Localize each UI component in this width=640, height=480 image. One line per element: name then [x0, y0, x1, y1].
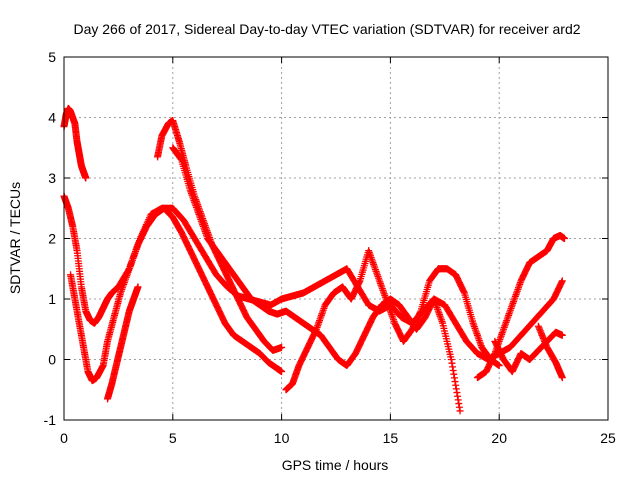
data-point-marker	[560, 235, 568, 242]
series-track-c	[67, 204, 286, 385]
data-point-marker	[134, 283, 142, 291]
y-tick-label: 1	[48, 291, 56, 307]
data-point-marker	[278, 368, 286, 376]
series-track-j	[534, 322, 566, 382]
x-tick-label: 5	[169, 430, 177, 446]
y-axis-label: SDTVAR / TECUs	[7, 182, 23, 294]
data-point-marker	[82, 174, 90, 182]
y-tick-label: -1	[44, 412, 57, 428]
y-tick-label: 3	[48, 170, 56, 186]
series-track-g	[282, 247, 503, 394]
x-axis-label: GPS time / hours	[282, 457, 389, 473]
series-track-a	[60, 104, 90, 182]
data-point-marker	[278, 343, 286, 351]
y-tick-label: 0	[48, 352, 56, 368]
data-series	[60, 104, 568, 415]
y-tick-label: 5	[48, 49, 56, 65]
series-track-f	[169, 144, 464, 415]
x-tick-label: 20	[491, 430, 507, 446]
data-point-marker	[456, 407, 464, 415]
data-point-marker	[558, 277, 566, 285]
y-tick-label: 4	[48, 110, 56, 126]
series-track-d	[104, 283, 142, 403]
x-tick-label: 0	[60, 430, 68, 446]
data-point-marker	[558, 331, 566, 339]
y-tick-label: 2	[48, 231, 56, 247]
x-tick-label: 25	[600, 430, 616, 446]
plot-frame	[63, 56, 609, 421]
data-point-marker	[558, 374, 566, 382]
chart-title: Day 266 of 2017, Sidereal Day-to-day VTE…	[73, 21, 580, 37]
data-point-marker	[495, 362, 503, 370]
x-tick-label: 15	[383, 430, 399, 446]
series-track-h	[473, 231, 568, 382]
x-tick-label: 10	[274, 430, 290, 446]
